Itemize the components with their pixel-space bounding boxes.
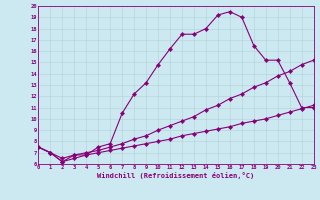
X-axis label: Windchill (Refroidissement éolien,°C): Windchill (Refroidissement éolien,°C): [97, 172, 255, 179]
